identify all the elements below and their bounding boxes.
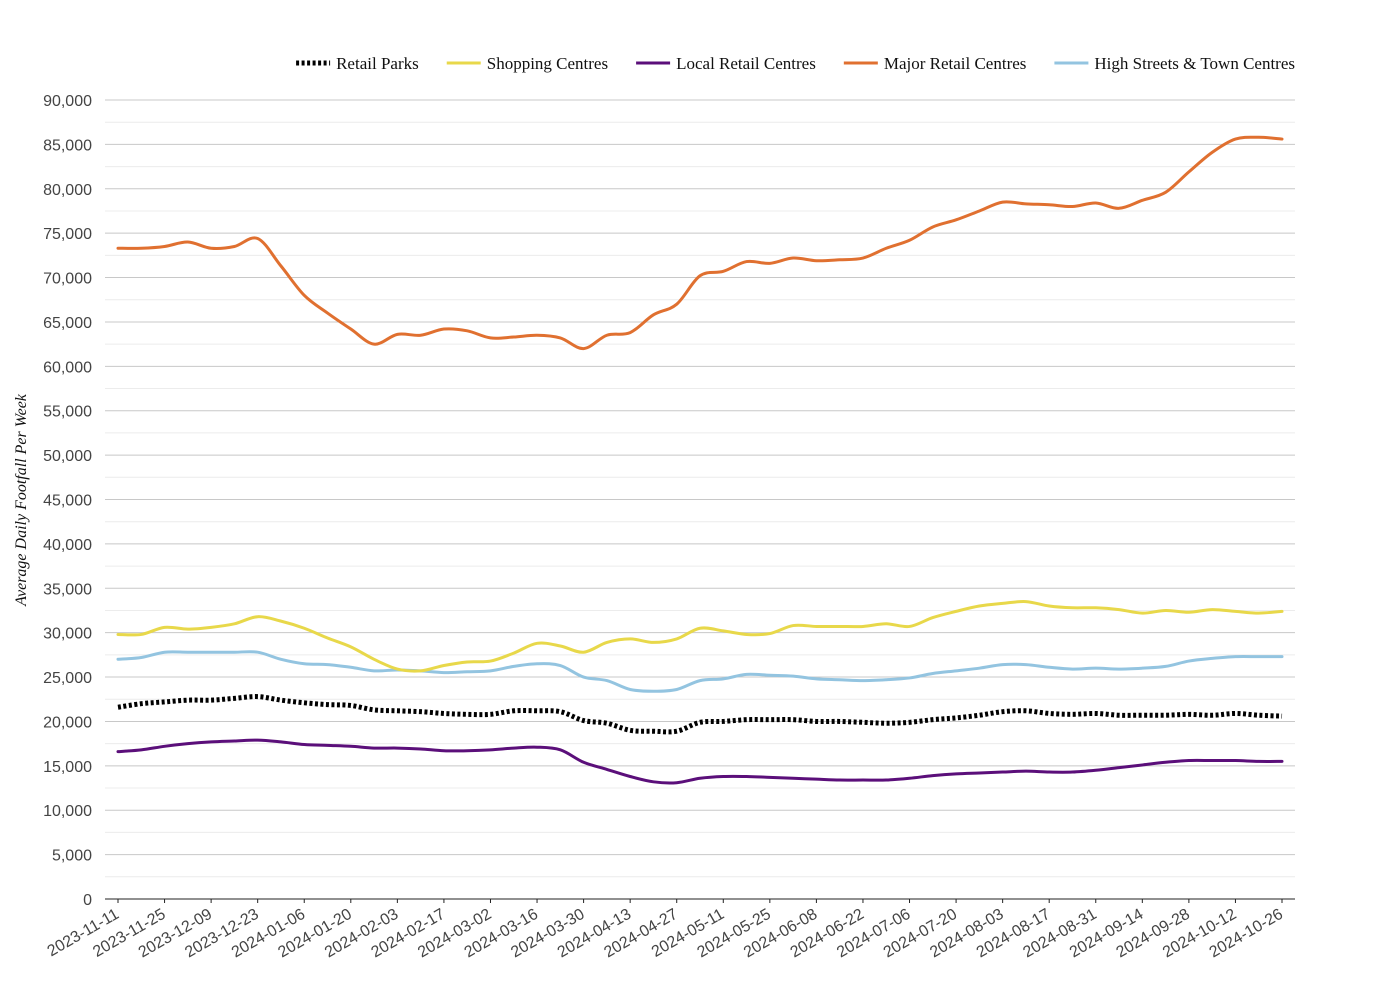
y-tick-label: 65,000 bbox=[43, 315, 92, 332]
y-tick-label: 55,000 bbox=[43, 404, 92, 421]
series-line-local-retail-centres bbox=[116, 738, 1284, 785]
y-tick-label: 0 bbox=[83, 892, 92, 909]
y-tick-label: 10,000 bbox=[43, 803, 92, 820]
y-tick-label: 30,000 bbox=[43, 626, 92, 643]
grid-lines bbox=[105, 99, 1295, 900]
x-axis: 2023-11-112023-11-252023-12-092023-12-23… bbox=[45, 899, 1286, 961]
y-tick-label: 5,000 bbox=[52, 848, 92, 865]
y-tick-label: 80,000 bbox=[43, 182, 92, 199]
y-tick-label: 75,000 bbox=[43, 226, 92, 243]
series-line-shopping-centres bbox=[116, 600, 1284, 673]
series-line-major-retail-centres bbox=[116, 135, 1284, 351]
y-tick-label: 35,000 bbox=[43, 581, 92, 598]
y-tick-label: 60,000 bbox=[43, 359, 92, 376]
y-axis: 0 5,000 10,000 15,000 20,000 25,000 30,000 35,0… bbox=[43, 93, 92, 909]
legend-label-high-streets-and-town-centres: High Streets & Town Centres bbox=[1094, 54, 1295, 73]
y-tick-label: 45,000 bbox=[43, 493, 92, 510]
y-tick-label: 20,000 bbox=[43, 714, 92, 731]
series-line-retail-parks bbox=[117, 694, 1283, 735]
y-tick-label: 85,000 bbox=[43, 137, 92, 154]
legend-label-retail-parks: Retail Parks bbox=[336, 54, 419, 73]
y-axis-title: Average Daily Footfall Per Week bbox=[13, 393, 30, 607]
y-tick-label: 15,000 bbox=[43, 759, 92, 776]
legend-label-shopping-centres: Shopping Centres bbox=[487, 54, 608, 73]
series-layer bbox=[116, 135, 1284, 785]
y-tick-label: 70,000 bbox=[43, 271, 92, 288]
y-tick-label: 40,000 bbox=[43, 537, 92, 554]
legend: Retail Parks Shopping Centres Local Retail… bbox=[296, 54, 1295, 73]
legend-label-major-retail-centres: Major Retail Centres bbox=[884, 54, 1027, 73]
legend-label-local-retail-centres: Local Retail Centres bbox=[676, 54, 816, 73]
y-tick-label: 50,000 bbox=[43, 448, 92, 465]
y-tick-label: 25,000 bbox=[43, 670, 92, 687]
y-tick-label: 90,000 bbox=[43, 93, 92, 110]
series-line-high-streets-and-town-centres bbox=[116, 650, 1284, 693]
